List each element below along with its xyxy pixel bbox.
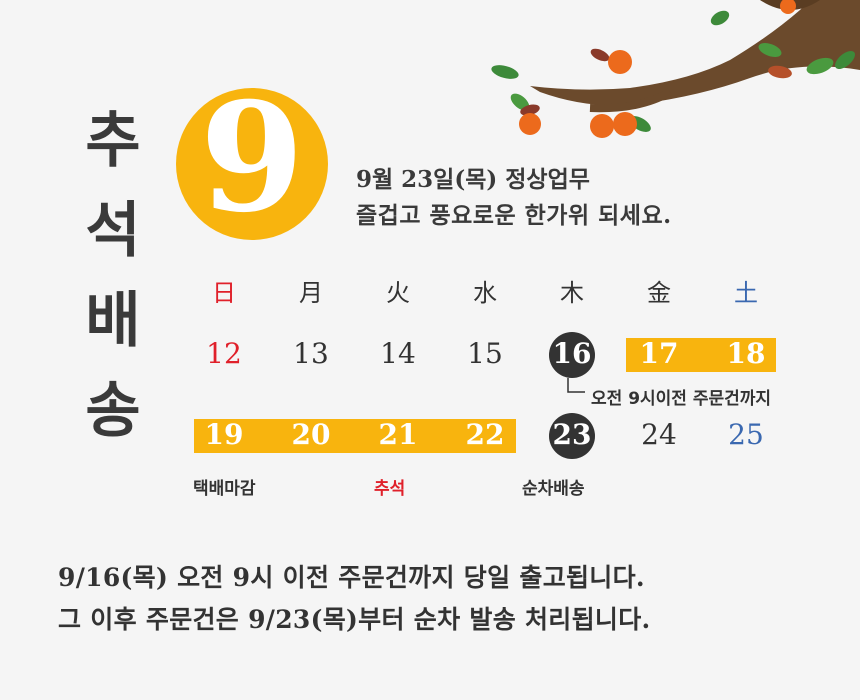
month-number: 9 — [199, 70, 305, 246]
vertical-title: 추 석 배 송 — [78, 96, 148, 456]
weekday-mon: 月 — [299, 279, 323, 307]
date-cell: 22 — [465, 418, 505, 451]
highlight-bar — [626, 338, 776, 372]
date-cell: 23 — [552, 418, 592, 451]
date-circle — [549, 413, 595, 459]
date-cell: 19 — [204, 418, 244, 451]
date-cell: 13 — [293, 337, 329, 370]
date-cell: 15 — [467, 337, 503, 370]
weekday-sat: 土 — [734, 279, 758, 307]
date-cell: 16 — [552, 337, 592, 370]
weekday-wed: 水 — [473, 279, 497, 307]
cutoff-callout: 오전 9시이전 주문건까지 — [591, 389, 772, 409]
date-cell: 12 — [206, 337, 242, 370]
weekday-thu: 木 — [560, 279, 584, 307]
greeting-text: 즐겁고 풍요로운 한가위 되세요. — [356, 202, 672, 229]
date-cell: 25 — [728, 418, 764, 451]
date-cell: 18 — [726, 337, 766, 370]
sequential-delivery-label: 순차배송 — [522, 479, 585, 499]
date-cell: 17 — [639, 337, 679, 370]
date-cell: 24 — [641, 418, 677, 451]
delivery-deadline-label: 택배마감 — [193, 479, 256, 499]
date-cell: 20 — [291, 418, 331, 451]
holiday-label: 추석 — [374, 479, 406, 499]
weekday-sun: 日 — [212, 279, 236, 307]
title-char: 추 — [85, 106, 141, 176]
notice-line-2: 그 이후 주문건은 9/23(목)부터 순차 발송 처리됩니다. — [58, 605, 651, 634]
callout-connector — [567, 378, 585, 393]
highlight-bar — [194, 419, 516, 453]
month-circle — [176, 88, 328, 240]
title-char: 송 — [85, 376, 141, 446]
title-char: 석 — [85, 196, 141, 266]
business-notice: 9월 23일(목) 정상업무 — [356, 166, 590, 193]
persimmon-branch-illustration — [491, 0, 860, 138]
title-char: 배 — [85, 286, 141, 356]
weekday-tue: 火 — [386, 279, 410, 307]
date-cell: 14 — [380, 337, 416, 370]
weekday-fri: 金 — [647, 279, 671, 307]
date-cell: 21 — [378, 418, 418, 451]
date-circle — [549, 332, 595, 378]
notice-line-1: 9/16(목) 오전 9시 이전 주문건까지 당일 출고됩니다. — [58, 563, 645, 592]
